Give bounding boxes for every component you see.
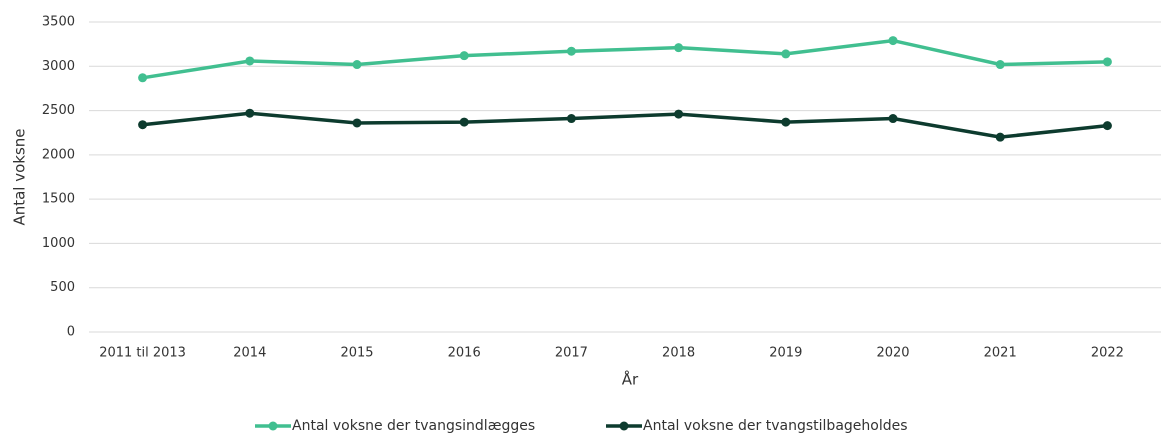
data-point xyxy=(138,120,148,130)
data-point xyxy=(888,36,898,46)
data-point xyxy=(674,109,684,119)
x-tick-label: 2015 xyxy=(340,346,373,361)
y-axis-label: Antal voksne xyxy=(11,128,29,225)
data-point xyxy=(781,117,791,127)
data-point xyxy=(459,117,469,127)
y-tick-label: 0 xyxy=(67,325,75,340)
x-tick-label: 2019 xyxy=(769,346,802,361)
legend-marker xyxy=(619,421,629,431)
legend-label: Antal voksne der tvangstilbageholdes xyxy=(643,418,908,434)
data-point xyxy=(674,43,684,53)
series-line xyxy=(142,111,1108,139)
x-tick-label: 2021 xyxy=(984,346,1017,361)
x-axis-label: År xyxy=(622,370,639,389)
data-point xyxy=(245,108,255,118)
data-point xyxy=(352,60,362,70)
y-tick-label: 3500 xyxy=(42,15,75,30)
data-point xyxy=(138,73,148,83)
data-point xyxy=(1102,57,1112,67)
data-point xyxy=(781,49,791,59)
x-tick-label: 2016 xyxy=(448,346,481,361)
x-tick-label: 2014 xyxy=(233,346,266,361)
data-point xyxy=(566,46,576,56)
data-point xyxy=(245,56,255,66)
legend-label: Antal voksne der tvangsindlægges xyxy=(292,418,535,434)
x-tick-label: 2020 xyxy=(876,346,909,361)
data-point xyxy=(888,114,898,124)
data-point xyxy=(995,60,1005,70)
data-point xyxy=(1102,121,1112,131)
y-tick-label: 3000 xyxy=(42,59,75,74)
data-point xyxy=(566,114,576,124)
x-tick-label: 2022 xyxy=(1091,346,1124,361)
x-tick-label: 2011 til 2013 xyxy=(99,346,186,361)
x-tick-label: 2017 xyxy=(555,346,588,361)
legend-marker xyxy=(268,421,278,431)
data-point xyxy=(459,51,469,61)
series-line xyxy=(142,38,1108,80)
y-tick-label: 1000 xyxy=(42,236,75,251)
x-tick-label: 2018 xyxy=(662,346,695,361)
y-tick-label: 500 xyxy=(50,280,75,295)
y-tick-label: 2000 xyxy=(42,147,75,162)
data-point xyxy=(995,132,1005,142)
y-tick-label: 1500 xyxy=(42,192,75,207)
y-tick-label: 2500 xyxy=(42,103,75,118)
data-point xyxy=(352,118,362,128)
